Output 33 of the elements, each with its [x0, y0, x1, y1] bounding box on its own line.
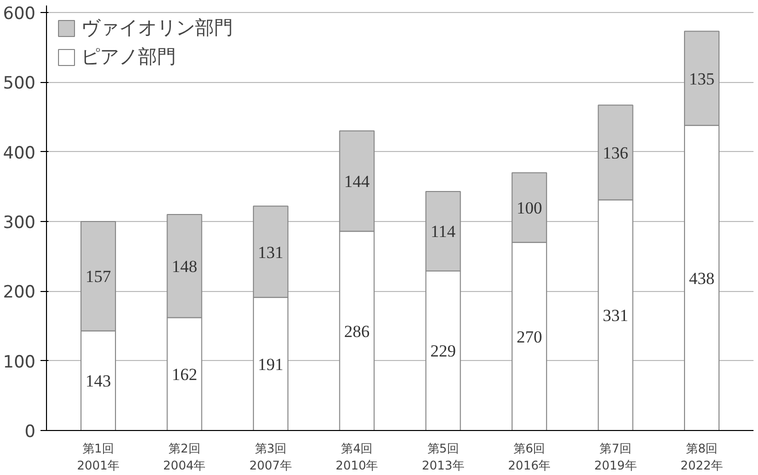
data-label: 148 [172, 257, 198, 276]
data-label: 136 [602, 144, 628, 163]
x-tick-label: 第7回 2019年 [594, 442, 637, 472]
legend-label: ヴァイオリン部門 [81, 17, 233, 41]
data-label: 331 [602, 306, 628, 326]
x-tick-label: 第2回 2004年 [163, 442, 206, 472]
data-label: 286 [344, 322, 370, 341]
y-tick-label: 300 [3, 212, 36, 233]
data-label: 191 [258, 354, 284, 374]
data-label: 135 [689, 69, 715, 88]
data-label: 144 [344, 172, 370, 192]
x-tick-label: 第3回 2007年 [249, 442, 292, 472]
data-label: 143 [85, 372, 111, 391]
data-label: 100 [516, 198, 542, 218]
x-tick-label: 第8回 2022年 [680, 442, 724, 472]
y-tick-label: 100 [3, 352, 36, 372]
x-tick-label: 第1回 2001年 [76, 442, 120, 472]
x-tick-label: 第6回 2016年 [508, 442, 551, 472]
data-label: 162 [172, 365, 198, 384]
y-tick-label: 200 [3, 282, 36, 303]
data-label: 438 [689, 268, 715, 288]
y-tick-label: 500 [3, 74, 36, 94]
x-tick-label: 第5回 2013年 [422, 442, 464, 472]
data-label: 270 [516, 327, 542, 346]
x-tick-label: 第4回 2010年 [336, 442, 378, 472]
data-label: 157 [85, 267, 112, 286]
data-label: 114 [430, 222, 456, 242]
data-label: 131 [258, 242, 284, 262]
y-tick-label: 0 [24, 422, 36, 442]
data-label: 229 [430, 342, 456, 361]
legend-label: ピアノ部門 [81, 46, 176, 70]
y-tick-label: 600 [3, 4, 36, 24]
y-tick-label: 400 [3, 143, 36, 164]
